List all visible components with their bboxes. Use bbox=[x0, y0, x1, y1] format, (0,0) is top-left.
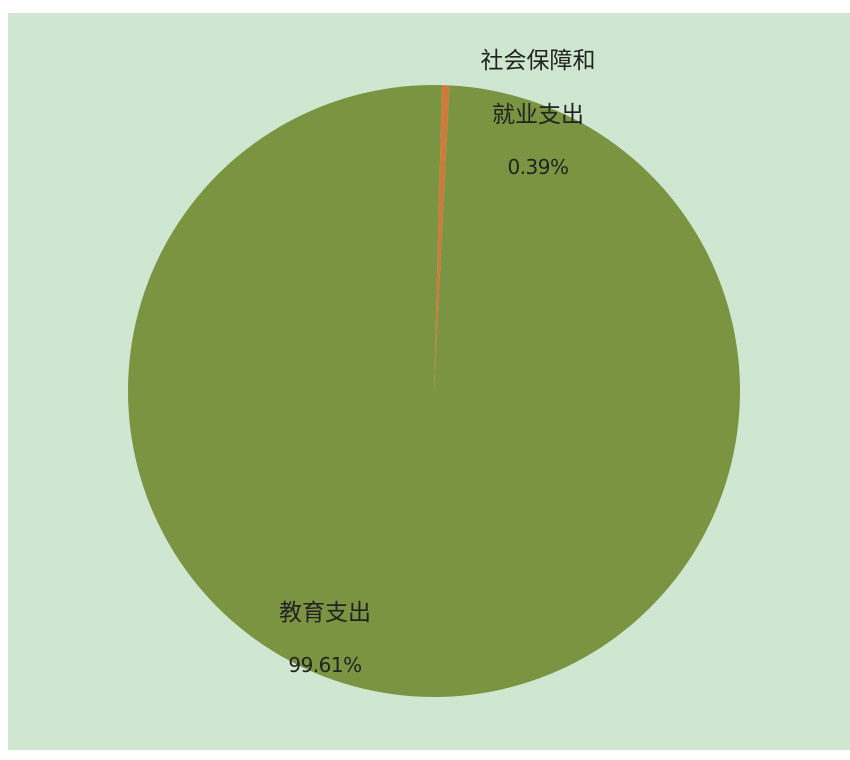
slice-percent-social-security: 0.39% bbox=[507, 155, 569, 179]
slice-name-social-security-line-2: 就业支出 bbox=[492, 102, 584, 128]
slice-label-social-security: 社会保障和 就业支出 0.39% bbox=[481, 21, 596, 205]
slice-name-education: 教育支出 bbox=[279, 600, 371, 626]
pie-slice-1 bbox=[128, 84, 741, 697]
slice-name-social-security-line-1: 社会保障和 bbox=[480, 48, 596, 74]
slice-percent-education: 99.61% bbox=[288, 653, 362, 677]
chart-area: 社会保障和 就业支出 0.39% 教育支出 99.61% bbox=[8, 13, 850, 750]
pie-slice-0 bbox=[434, 85, 450, 391]
pie-chart bbox=[128, 84, 741, 697]
slice-label-education: 教育支出 99.61% bbox=[279, 573, 371, 703]
